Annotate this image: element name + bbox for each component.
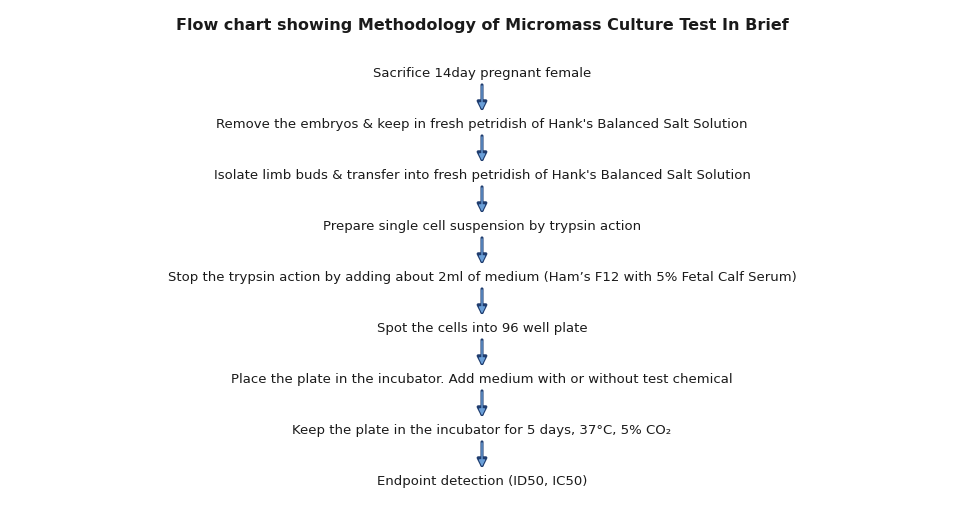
Text: Prepare single cell suspension by trypsin action: Prepare single cell suspension by trypsi… xyxy=(323,220,641,233)
Text: Spot the cells into 96 well plate: Spot the cells into 96 well plate xyxy=(377,322,587,335)
Text: Endpoint detection (ID50, IC50): Endpoint detection (ID50, IC50) xyxy=(377,474,587,488)
Text: Isolate limb buds & transfer into fresh petridish of Hank's Balanced Salt Soluti: Isolate limb buds & transfer into fresh … xyxy=(214,169,750,182)
Text: Flow chart showing Methodology of Micromass Culture Test In Brief: Flow chart showing Methodology of Microm… xyxy=(175,18,789,33)
Text: Place the plate in the incubator. Add medium with or without test chemical: Place the plate in the incubator. Add me… xyxy=(231,373,733,386)
Text: Sacrifice 14day pregnant female: Sacrifice 14day pregnant female xyxy=(373,67,591,80)
Text: Stop the trypsin action by adding about 2ml of medium (Ham’s F12 with 5% Fetal C: Stop the trypsin action by adding about … xyxy=(168,271,796,284)
Text: Remove the embryos & keep in fresh petridish of Hank's Balanced Salt Solution: Remove the embryos & keep in fresh petri… xyxy=(216,118,748,131)
Text: Keep the plate in the incubator for 5 days, 37°C, 5% CO₂: Keep the plate in the incubator for 5 da… xyxy=(292,423,672,437)
